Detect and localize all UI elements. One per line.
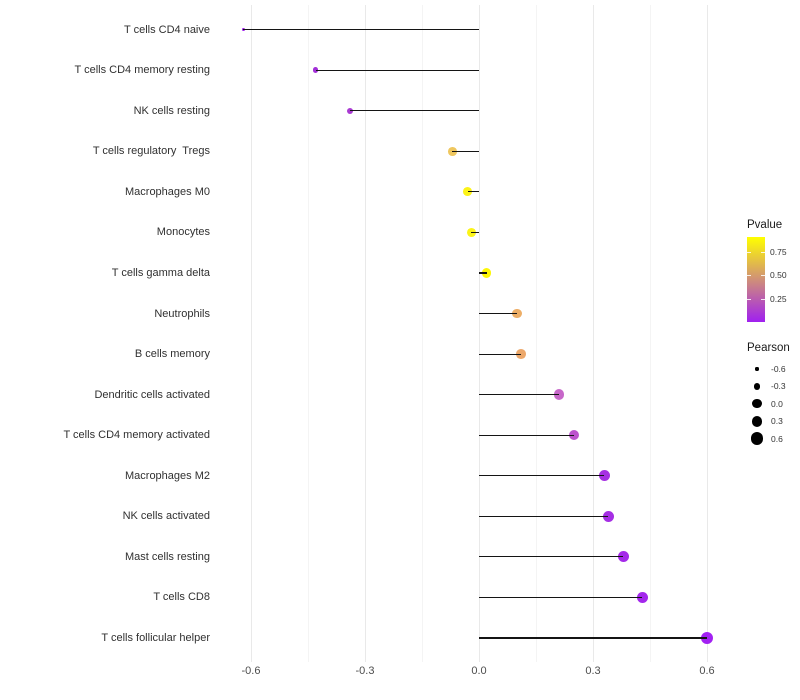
lollipop-stem [349,110,479,112]
lollipop-dot [602,510,614,522]
gridline-minor [307,5,309,662]
gridline-major [706,5,708,662]
lollipop-stem [479,556,624,558]
lollipop-stem [243,29,479,31]
pvalue-tick-label: 0.75 [770,246,787,257]
x-axis-tick-label: -0.3 [355,665,375,677]
gridline-minor [421,5,423,662]
pearson-legend-label: 0.0 [771,398,783,409]
pvalue-tick-mark [747,298,751,300]
pvalue-tick-mark [747,275,751,277]
pvalue-legend-title: Pvalue [747,219,783,231]
lollipop-stem [471,231,479,234]
y-axis-label: T cells follicular helper [101,631,210,644]
y-axis-label: Macrophages M2 [125,469,210,482]
pvalue-tick-label: 0.25 [770,293,787,304]
pearson-legend-label: 0.3 [771,416,783,427]
gridline-major [478,5,480,662]
y-axis-label: Macrophages M0 [125,185,210,198]
y-axis-label: T cells CD4 naive [124,23,210,36]
pvalue-tick-mark [761,298,765,300]
pvalue-tick-mark [761,251,765,253]
y-axis-label: T cells CD4 memory activated [63,429,210,442]
lollipop-stem [452,150,479,152]
plot-panel [222,5,731,662]
lollipop-stem [479,596,643,598]
lollipop-stem [467,191,479,193]
y-axis-label: T cells CD4 memory resting [74,64,211,77]
lollipop-stem [479,353,521,355]
y-axis-label: Dendritic cells activated [94,388,210,401]
lollipop-stem [479,394,559,396]
lollipop-dot [617,551,630,563]
gridline-major [250,5,252,662]
lollipop-dot [482,268,492,278]
y-axis-label: NK cells activated [122,510,210,523]
lollipop-dot [242,28,245,32]
pvalue-tick-label: 0.50 [770,270,787,281]
y-axis-label: Mast cells resting [125,550,210,563]
pearson-legend-dot [753,383,761,390]
lollipop-stem [479,475,605,477]
lollipop-stem [479,637,707,639]
y-axis-label: Monocytes [156,226,210,239]
y-axis-label: T cells gamma delta [111,267,210,279]
y-axis-label: B cells memory [134,348,210,361]
pearson-legend-label: -0.6 [771,364,786,374]
lollipop-stem [479,272,487,274]
pearson-legend-dot [755,367,759,371]
x-axis-tick-label: 0.6 [699,665,715,677]
pearson-legend-label: 0.6 [771,433,783,444]
lollipop-stem [315,69,479,71]
x-axis-tick-label: 0.0 [471,665,487,677]
gridline-minor [535,5,537,662]
y-axis-label: NK cells resting [133,104,210,117]
gridline-minor [649,5,651,662]
y-axis-label: T cells CD8 [153,591,210,604]
pearson-legend-dot [750,432,764,445]
y-axis-label: T cells regulatory Tregs [92,145,210,158]
lollipop-stem [479,312,517,315]
lollipop-dot [346,107,353,114]
lollipop-stem [479,434,574,436]
x-axis-tick-label: 0.3 [585,665,601,677]
y-axis-label: Neutrophils [154,307,210,320]
pvalue-tick-mark [761,275,765,277]
x-axis-tick-label: -0.6 [241,665,261,677]
pearson-legend-label: -0.3 [771,381,786,392]
pvalue-gradient-bar [747,237,765,322]
pearson-legend-dot [752,399,762,409]
gridline-major [592,5,594,662]
lollipop-stem [479,515,609,517]
pvalue-tick-mark [747,251,751,253]
pearson-legend-title: Pearson [747,342,790,354]
pearson-legend-dot [751,415,763,427]
gridline-major [364,5,366,662]
